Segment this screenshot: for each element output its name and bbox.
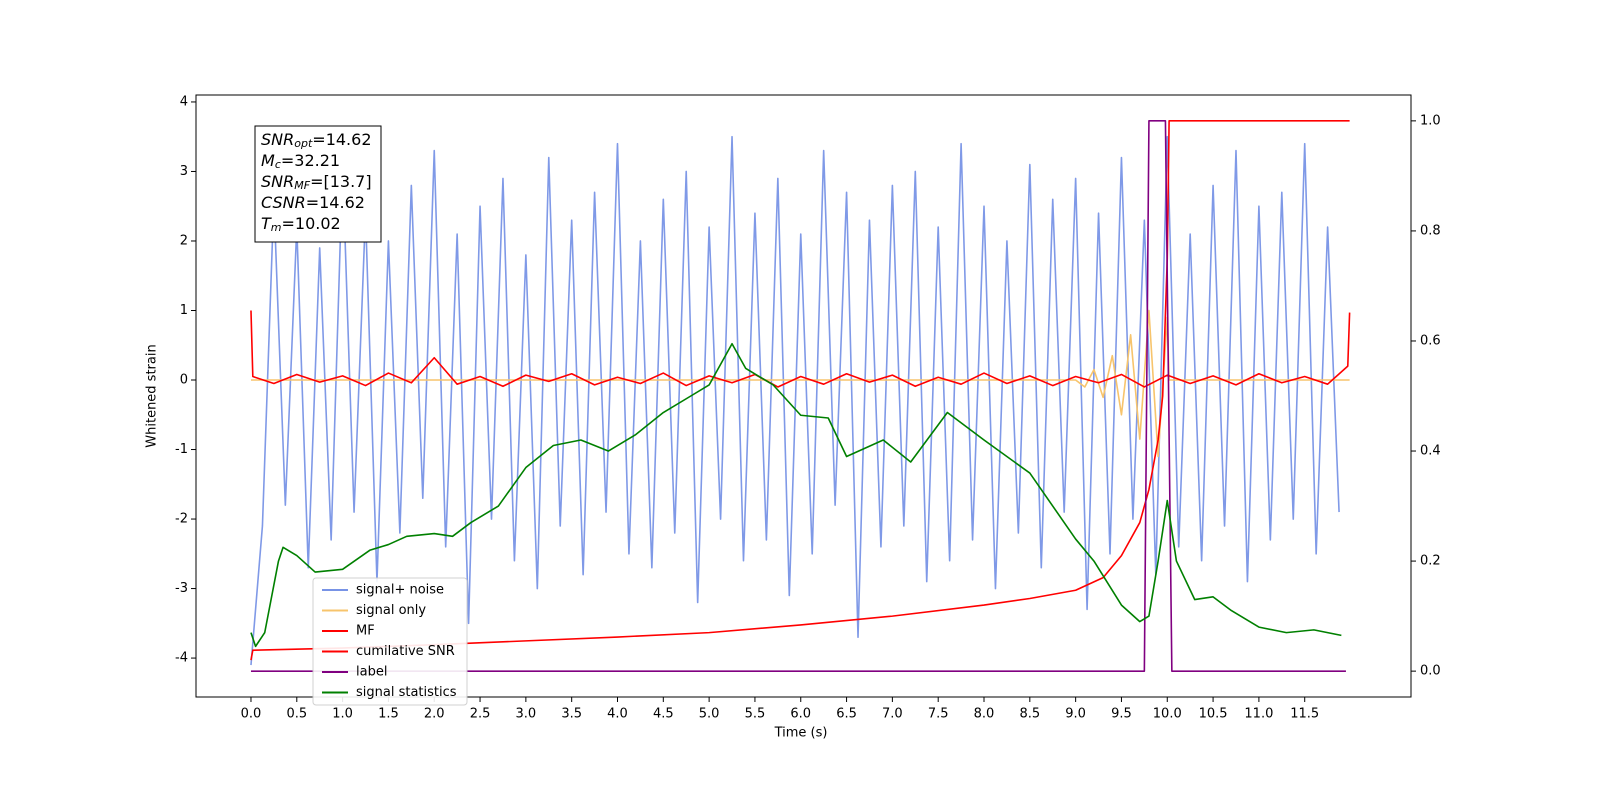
- series-line: [250, 120, 1346, 672]
- x-tick-label: 8.0: [974, 707, 995, 722]
- annotation-text: =14.62: [306, 193, 365, 212]
- y-tick-label: 1: [180, 303, 188, 318]
- x-tick-label: 11.5: [1290, 707, 1319, 722]
- series-line: [250, 310, 1351, 388]
- annotation-sub: MF: [294, 179, 310, 192]
- annotation-text: =10.02: [282, 214, 341, 233]
- x-axis-label: Time (s): [774, 726, 828, 741]
- annotation-line: Mc=32.21: [261, 151, 340, 172]
- annotation-box: [254, 125, 382, 243]
- annotation-text: =14.62: [312, 130, 371, 149]
- y-tick-label: 4: [180, 94, 188, 109]
- annotation-name: SNR: [261, 172, 294, 191]
- y-tick-label: -4: [175, 651, 188, 666]
- annotation-name: T: [261, 214, 272, 233]
- annotation-line: SNRMF=[13.7]: [261, 172, 372, 193]
- x-tick-label: 9.5: [1111, 707, 1132, 722]
- x-tick-label: 1.5: [378, 707, 399, 722]
- x-tick-label: 7.5: [928, 707, 949, 722]
- y-tick-label: 0: [180, 373, 188, 388]
- series-line: [250, 135, 1340, 666]
- annotation-line: CSNR=14.62: [261, 193, 365, 212]
- legend-label: cumilative SNR: [356, 644, 455, 659]
- annotation-name: SNR: [261, 130, 294, 149]
- annotation-text: =[13.7]: [310, 172, 372, 191]
- annotation-line: Tm=10.02: [261, 214, 341, 235]
- y2-tick-label: 0.6: [1420, 333, 1441, 348]
- series-line: [250, 342, 1342, 648]
- x-tick-label: 6.0: [790, 707, 811, 722]
- x-tick-label: 5.5: [745, 707, 766, 722]
- x-tick-label: 2.0: [424, 707, 445, 722]
- x-tick-label: 0.5: [286, 707, 307, 722]
- y2-tick-label: 1.0: [1420, 113, 1441, 128]
- x-tick-label: 3.0: [516, 707, 537, 722]
- x-tick-label: 4.0: [607, 707, 628, 722]
- annotation-sub: opt: [294, 137, 313, 150]
- annotation-text: =32.21: [281, 151, 340, 170]
- legend-label: signal+ noise: [356, 583, 444, 598]
- y-tick-label: -1: [175, 442, 188, 457]
- annotation-name: CSNR: [261, 193, 306, 212]
- x-tick-label: 10.5: [1199, 707, 1228, 722]
- x-tick-label: 1.0: [332, 707, 353, 722]
- y2-tick-label: 0.2: [1420, 554, 1441, 569]
- annotation-sub: c: [275, 158, 281, 171]
- legend-label: MF: [356, 624, 375, 639]
- x-tick-label: 2.5: [470, 707, 491, 722]
- annotation-sub: m: [271, 221, 282, 234]
- y-tick-label: -2: [175, 512, 188, 527]
- legend-box: [312, 577, 468, 706]
- legend-label: label: [356, 665, 387, 680]
- legend-label: signal statistics: [356, 685, 457, 700]
- x-tick-label: 8.5: [1019, 707, 1040, 722]
- series-line: [250, 120, 1350, 661]
- x-tick-label: 11.0: [1244, 707, 1273, 722]
- y-tick-label: -3: [175, 581, 188, 596]
- y-axis-label: Whitened strain: [145, 344, 160, 447]
- y2-tick-label: 0.0: [1420, 664, 1441, 679]
- annotation-name: M: [261, 151, 275, 170]
- x-tick-label: 10.0: [1153, 707, 1182, 722]
- x-tick-label: 0.0: [241, 707, 262, 722]
- plot-frame: [195, 94, 1412, 698]
- x-tick-label: 5.0: [699, 707, 720, 722]
- y-tick-label: 3: [180, 164, 188, 179]
- annotation-line: SNRopt=14.62: [261, 130, 372, 151]
- x-tick-label: 3.5: [561, 707, 582, 722]
- series-line: [250, 309, 1350, 458]
- x-tick-label: 6.5: [836, 707, 857, 722]
- y2-tick-label: 0.4: [1420, 444, 1441, 459]
- x-tick-label: 7.0: [882, 707, 903, 722]
- y2-tick-label: 0.8: [1420, 223, 1441, 238]
- x-tick-label: 4.5: [653, 707, 674, 722]
- legend-label: signal only: [356, 603, 426, 618]
- x-tick-label: 9.0: [1065, 707, 1086, 722]
- y-tick-label: 2: [180, 233, 188, 248]
